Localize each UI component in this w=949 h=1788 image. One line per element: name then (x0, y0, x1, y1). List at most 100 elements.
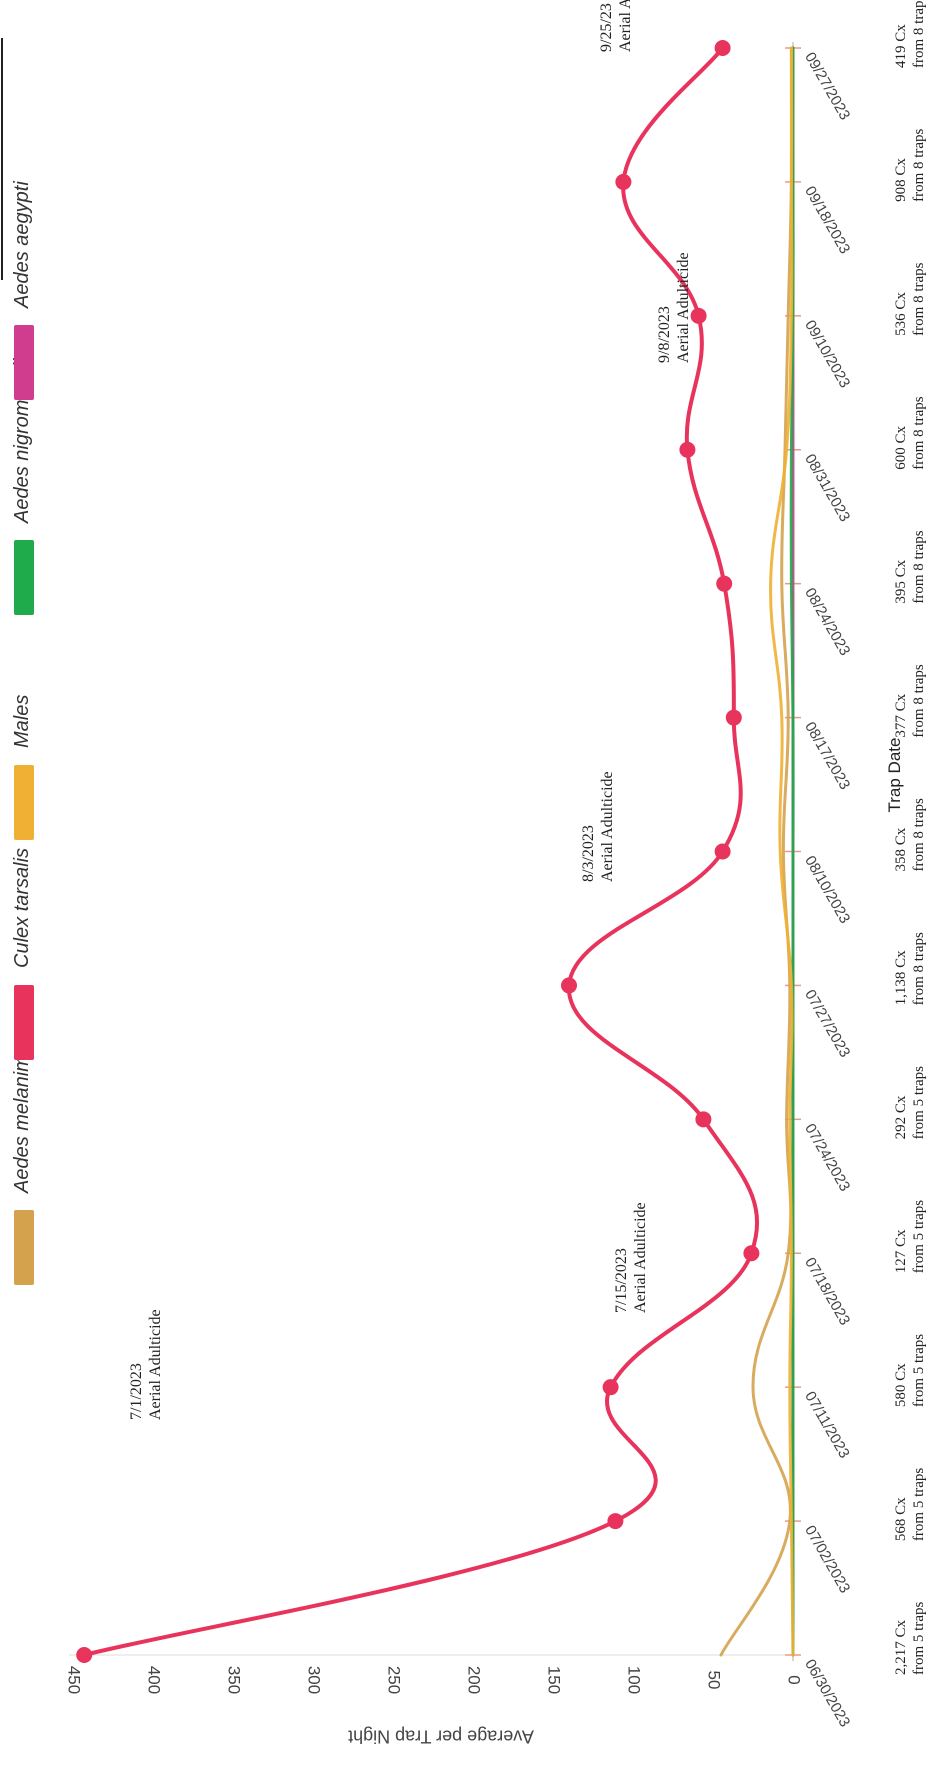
category-note-line: 358 Cx (893, 827, 909, 871)
data-point-culex-tarsalis (615, 173, 632, 190)
category-note: 377 Cx from 8 traps (893, 664, 927, 737)
data-point-culex-tarsalis (725, 709, 742, 726)
data-point-culex-tarsalis (679, 441, 696, 458)
category-note-line: from 8 traps (911, 396, 927, 469)
category-note-line: from 8 traps (911, 0, 927, 68)
category-note-line: 568 Cx (893, 1497, 909, 1541)
annotation-line: Aerial Adulticide (147, 1309, 164, 1420)
y-tick-label: 150 (545, 1666, 564, 1694)
annotation-line: 9/8/2023 (656, 306, 673, 363)
y-tick-label: 350 (225, 1666, 244, 1694)
x-tick-label: 08/10/2023 (801, 853, 853, 927)
legend-label: Aedes melanimon (11, 1033, 33, 1194)
y-tick-label: 250 (385, 1666, 404, 1694)
x-tick-label: 08/17/2023 (801, 719, 853, 793)
category-note: 536 Cx from 8 traps (893, 262, 927, 335)
x-tick-label: 07/02/2023 (801, 1523, 853, 1597)
data-point-culex-tarsalis (695, 1111, 712, 1128)
legend-label: Culex tarsalis (11, 848, 33, 968)
annotation-line: 8/3/2023 (580, 825, 597, 882)
series-line-males (769, 46, 795, 1657)
category-note: 908 Cx from 8 traps (893, 128, 927, 201)
category-note: 1,138 Cx from 8 traps (893, 932, 927, 1005)
x-tick-label: 07/18/2023 (801, 1255, 853, 1329)
legend-swatch-males (14, 765, 34, 840)
category-note-line: 377 Cx (893, 693, 909, 737)
x-tick-label: 09/10/2023 (801, 317, 853, 391)
category-note-line: from 8 traps (911, 128, 927, 201)
category-note: 419 Cx from 8 traps (893, 0, 927, 68)
category-note: 358 Cx from 8 traps (893, 798, 927, 871)
data-point-culex-tarsalis (607, 1513, 624, 1530)
data-point-culex-tarsalis (602, 1379, 619, 1396)
category-note-line: from 8 traps (911, 798, 927, 871)
y-tick-label: 50 (705, 1671, 724, 1690)
y-tick-label: 200 (465, 1666, 484, 1694)
y-tick-label: 450 (65, 1666, 84, 1694)
data-point-culex-tarsalis (76, 1647, 93, 1663)
category-note: 580 Cx from 5 traps (893, 1334, 927, 1407)
annotation-line: 7/15/2023 (613, 1248, 630, 1313)
legend-label: Aedes aegypti (11, 181, 33, 309)
category-note-line: 395 Cx (893, 559, 909, 603)
annotation-line: 7/1/2023 (128, 1363, 145, 1420)
category-note-line: 127 Cx (893, 1229, 909, 1273)
data-point-culex-tarsalis (714, 40, 731, 56)
category-note-line: 908 Cx (893, 158, 909, 202)
x-tick-label: 07/24/2023 (801, 1121, 853, 1195)
y-axis-title: Average per Trap Night (348, 1726, 534, 1746)
series-line-culex-tarsalis (82, 46, 759, 1657)
legend-label: Males (11, 695, 33, 748)
legend-swatch-aedes-melanimon (14, 1210, 34, 1285)
annotation: 8/3/2023 Aerial Adulticide (580, 771, 616, 882)
category-note: 600 Cx from 8 traps (893, 396, 927, 469)
legend-swatch-aedes-nigromaculis (14, 540, 34, 615)
series-line-aedes-melanimon (719, 46, 794, 1657)
annotation-line: Aerial Adulticide (675, 252, 692, 363)
category-note-line: 580 Cx (893, 1363, 909, 1407)
x-tick-label: 07/11/2023 (801, 1389, 853, 1462)
category-note-line: 600 Cx (893, 425, 909, 469)
category-note: 127 Cx from 5 traps (893, 1200, 927, 1273)
x-tick-label: 09/27/2023 (801, 49, 853, 123)
x-tick-label: 08/24/2023 (801, 585, 853, 659)
annotation-line: Aerial Adulticide (617, 0, 634, 52)
y-tick-label: 400 (145, 1666, 164, 1694)
annotation-line: Aerial Adulticide (632, 1202, 649, 1313)
annotation: 7/1/2023 Aerial Adulticide (128, 1309, 164, 1420)
legend-swatch-culex-tarsalis (14, 985, 34, 1060)
annotation-line: 9/25/23 (598, 3, 615, 52)
category-note: 2,217 Cx from 5 traps (893, 1602, 927, 1675)
x-tick-label: 06/30/2023 (801, 1656, 853, 1730)
y-tick-label: 300 (305, 1666, 324, 1694)
annotation-line: Aerial Adulticide (599, 771, 616, 882)
category-note-line: 2,217 Cx (893, 1619, 909, 1675)
category-note: 395 Cx from 8 traps (893, 530, 927, 603)
category-note-line: 292 Cx (893, 1095, 909, 1139)
legend-swatch-aedes-aegypti (14, 325, 34, 400)
category-note-line: 536 Cx (893, 292, 909, 336)
y-tick-label: 100 (625, 1666, 644, 1694)
category-note-line: from 5 traps (911, 1066, 927, 1139)
category-note-line: from 5 traps (911, 1334, 927, 1407)
category-note: 292 Cx from 5 traps (893, 1066, 927, 1139)
category-note-line: from 8 traps (911, 530, 927, 603)
category-note-line: from 8 traps (911, 932, 927, 1005)
annotation: 7/15/2023 Aerial Adulticide (613, 1202, 649, 1313)
data-point-culex-tarsalis (743, 1245, 760, 1262)
category-note-line: 419 Cx (893, 24, 909, 68)
category-note-line: from 5 traps (911, 1200, 927, 1273)
data-point-culex-tarsalis (714, 843, 731, 860)
data-point-culex-tarsalis (716, 575, 733, 592)
annotation: 9/8/2023 Aerial Adulticide (656, 252, 692, 363)
data-point-culex-tarsalis (561, 977, 577, 994)
category-note-line: from 8 traps (911, 262, 927, 335)
x-axis-title: Trap Date (885, 738, 904, 813)
x-tick-label: 07/27/2023 (801, 987, 853, 1061)
category-note: 568 Cx from 5 traps (893, 1468, 927, 1541)
series-line-aedes-nigromaculis (789, 46, 795, 1657)
category-note-line: 1,138 Cx (893, 950, 909, 1006)
y-tick-label: 0 (785, 1675, 804, 1684)
